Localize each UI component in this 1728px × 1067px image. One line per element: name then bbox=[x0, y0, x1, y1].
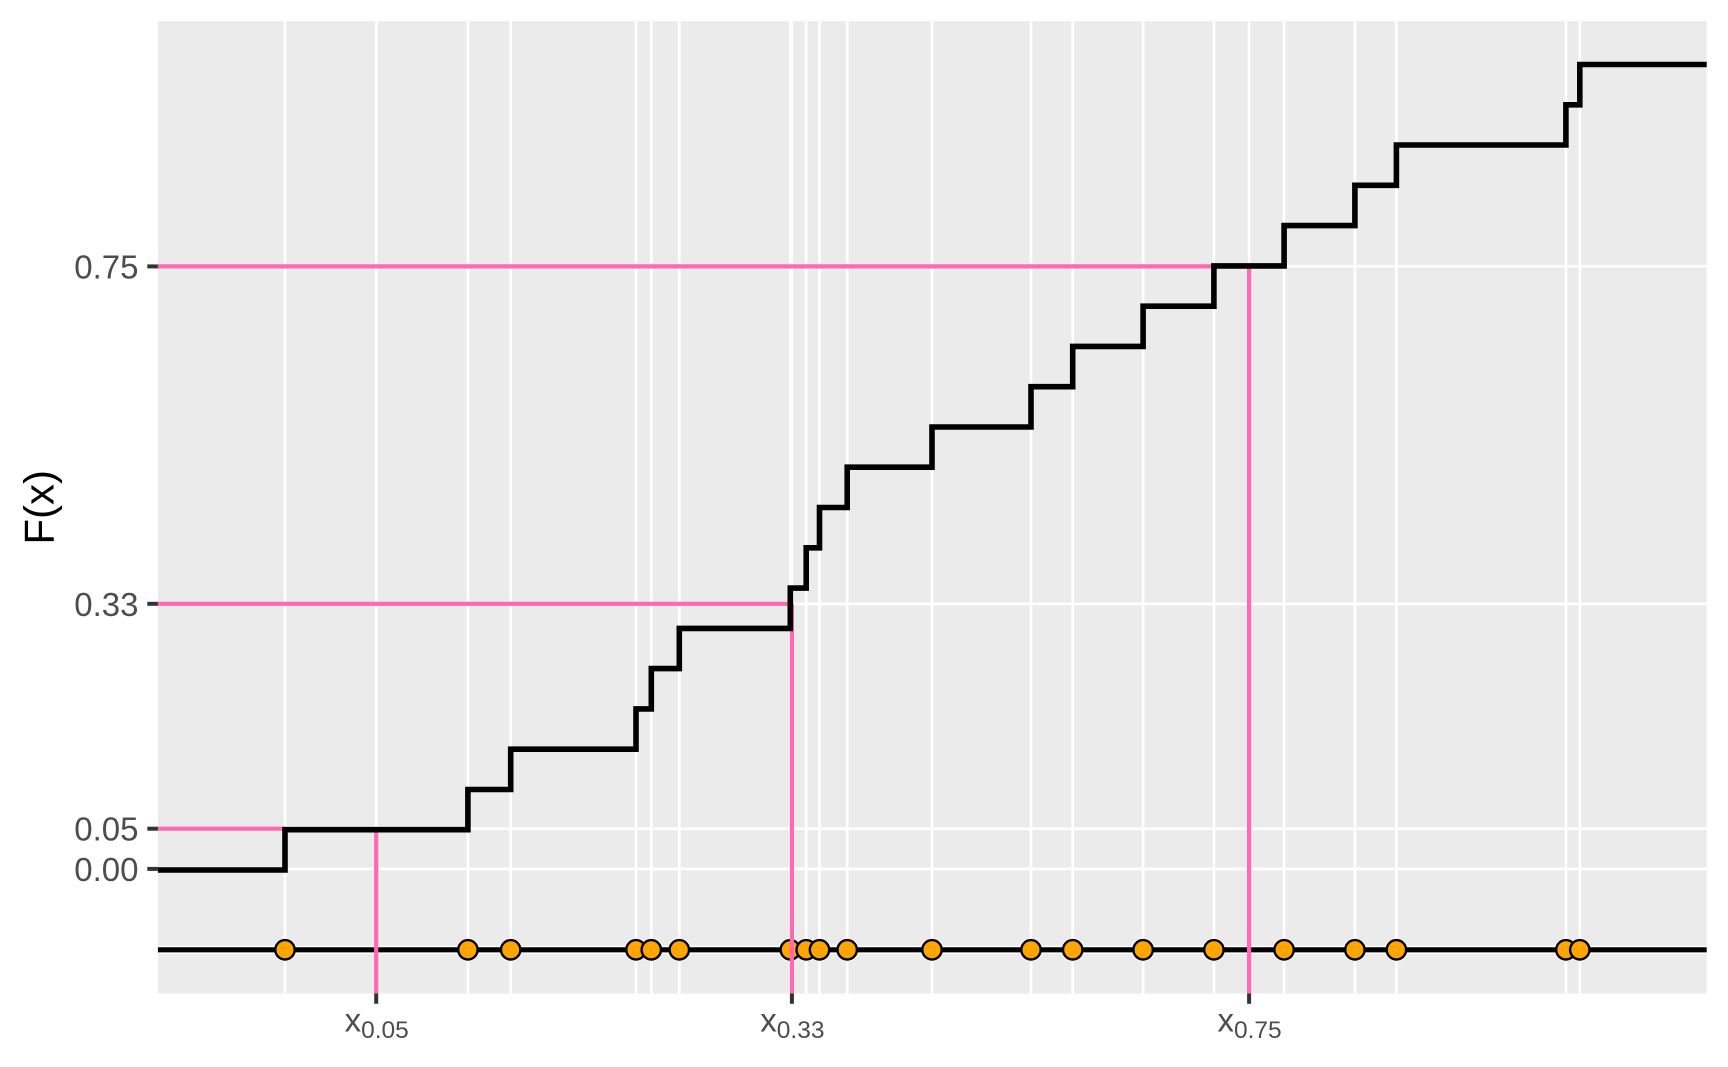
svg-text:F(x): F(x) bbox=[16, 470, 63, 545]
svg-text:0.00: 0.00 bbox=[74, 851, 138, 888]
svg-text:0.05: 0.05 bbox=[74, 811, 138, 848]
svg-text:0.33: 0.33 bbox=[74, 586, 138, 623]
svg-text:x0.75: x0.75 bbox=[1218, 1002, 1282, 1045]
svg-text:0.75: 0.75 bbox=[74, 248, 138, 285]
svg-text:x0.33: x0.33 bbox=[760, 1002, 824, 1045]
svg-text:x0.05: x0.05 bbox=[345, 1002, 409, 1045]
